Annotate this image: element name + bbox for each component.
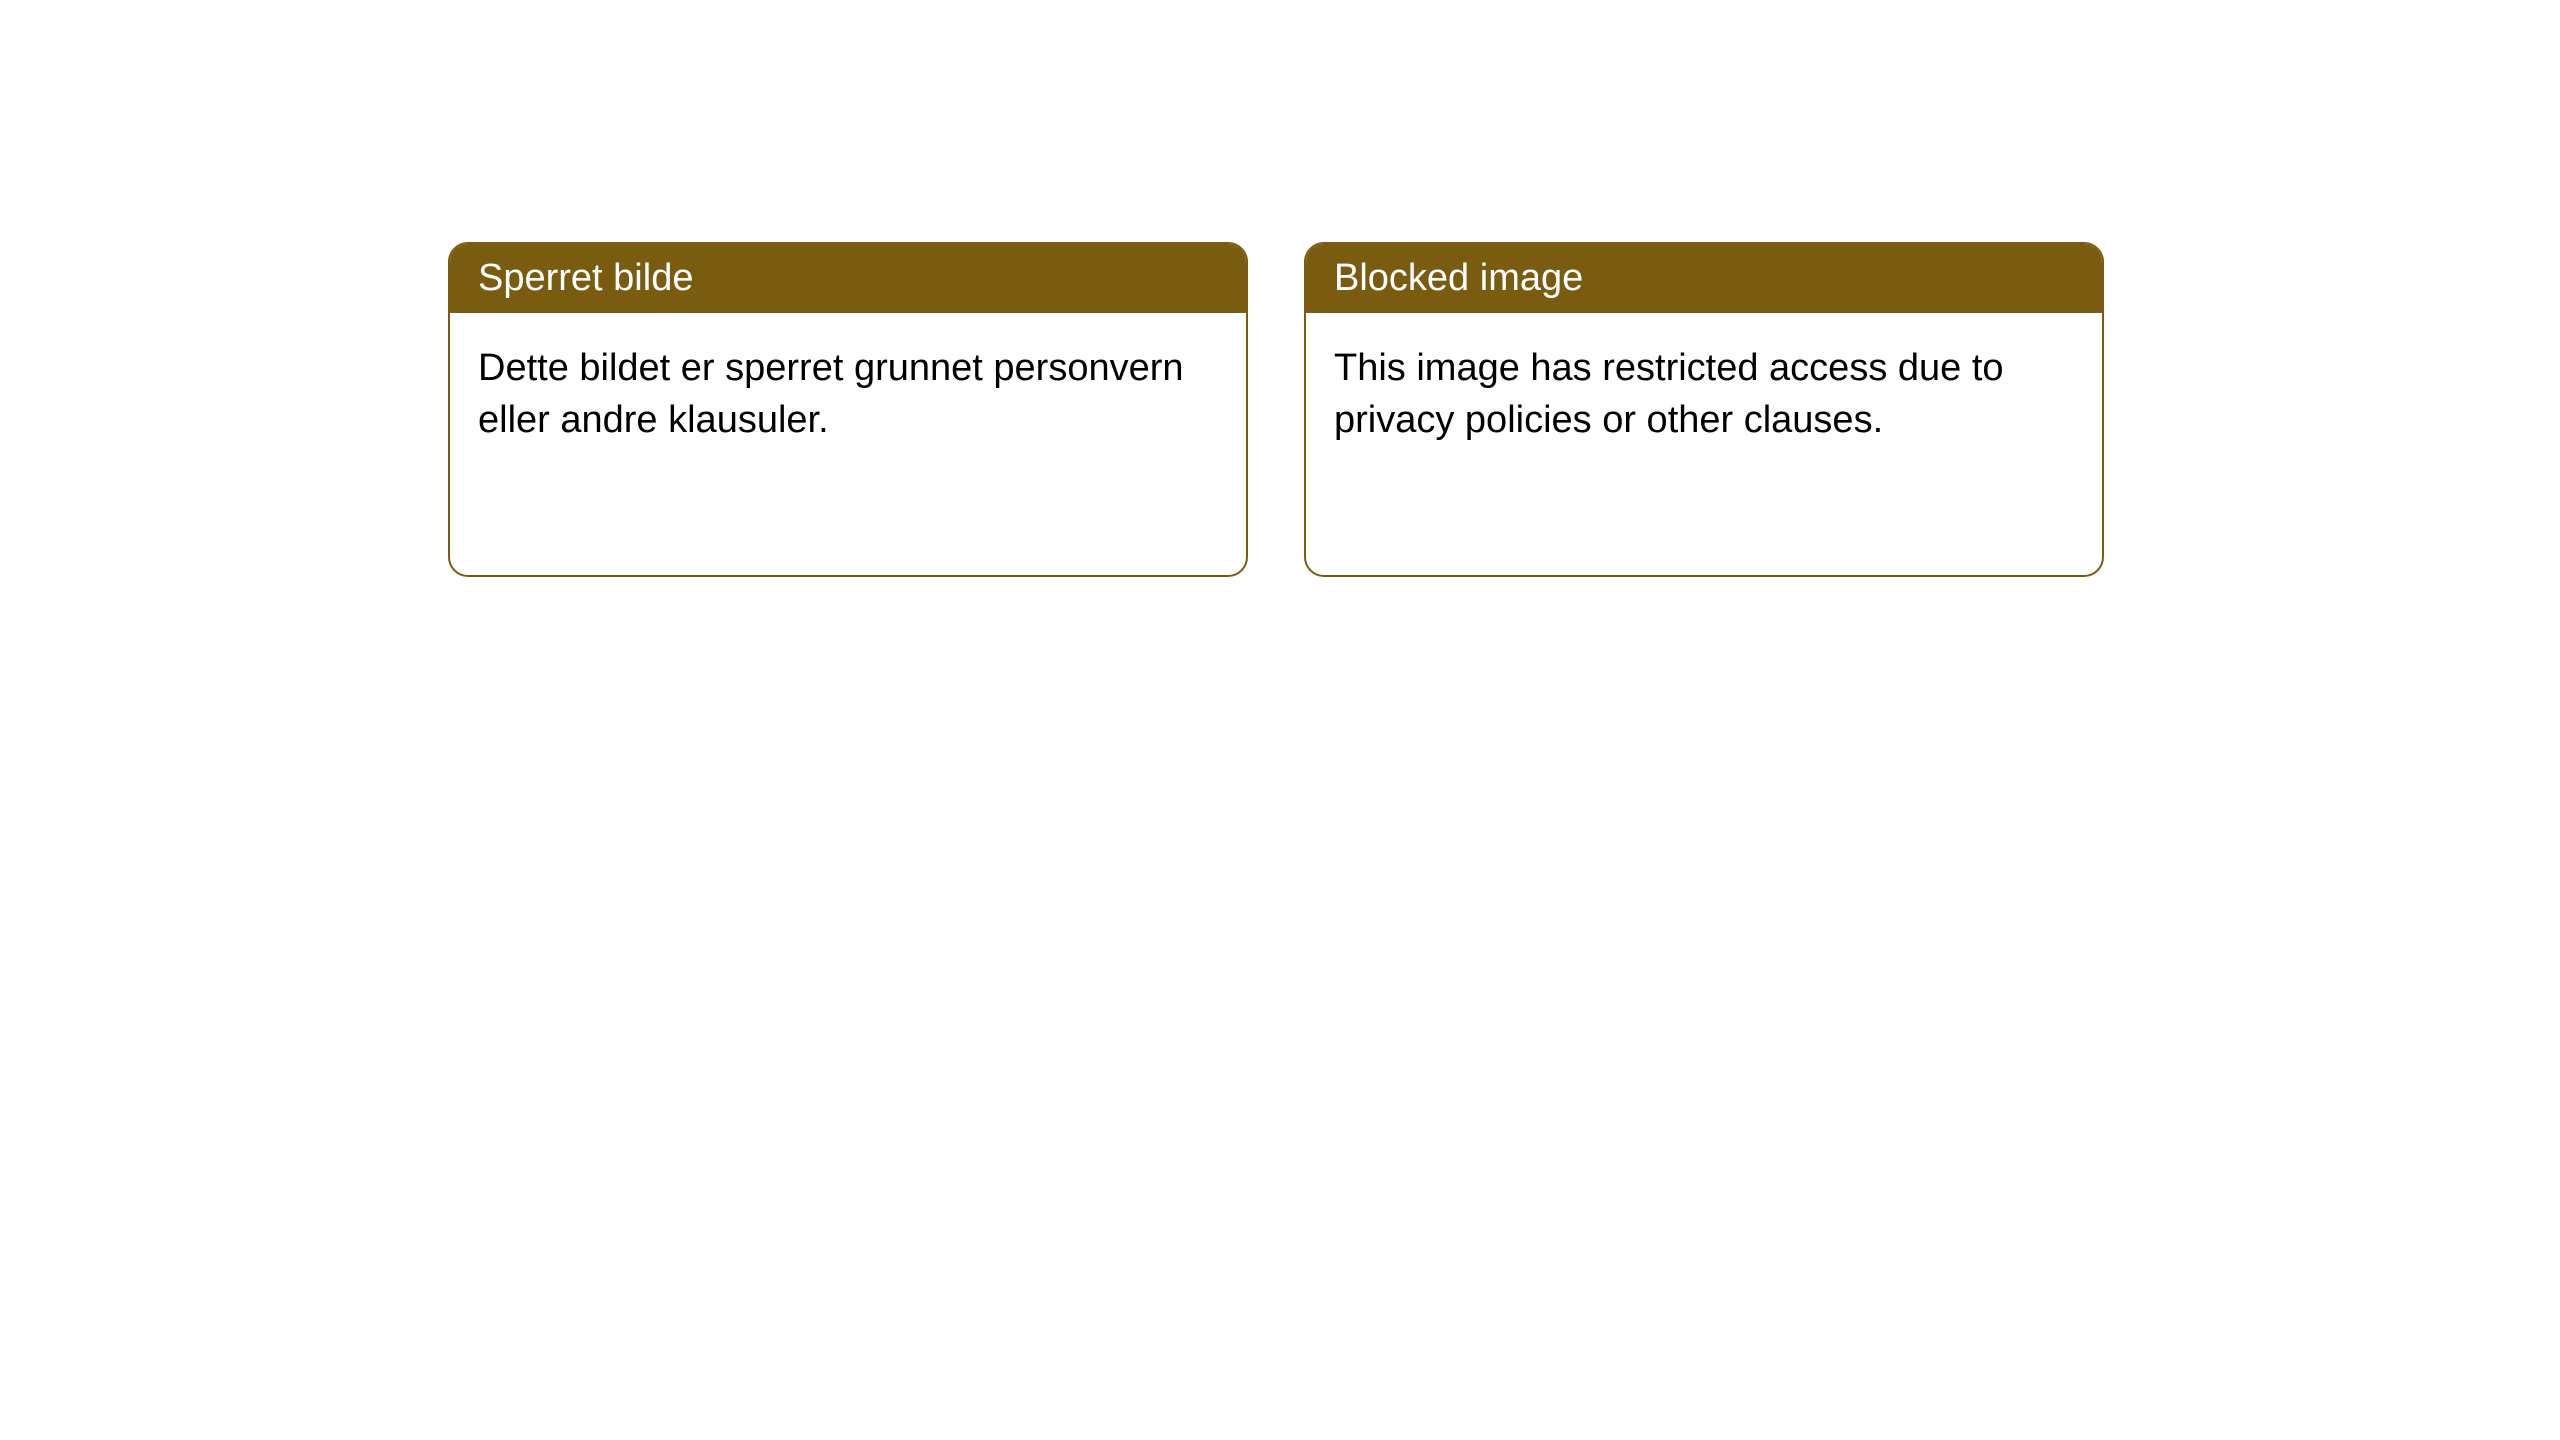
notice-title-norwegian: Sperret bilde <box>478 257 693 299</box>
notice-body-english: This image has restricted access due to … <box>1306 313 2102 476</box>
notice-header-english: Blocked image <box>1306 244 2102 313</box>
notice-title-english: Blocked image <box>1334 257 1583 299</box>
notice-header-norwegian: Sperret bilde <box>450 244 1246 313</box>
notice-container: Sperret bilde Dette bildet er sperret gr… <box>448 242 2104 577</box>
notice-box-norwegian: Sperret bilde Dette bildet er sperret gr… <box>448 242 1248 577</box>
notice-box-english: Blocked image This image has restricted … <box>1304 242 2104 577</box>
notice-body-norwegian: Dette bildet er sperret grunnet personve… <box>450 313 1246 476</box>
notice-text-english: This image has restricted access due to … <box>1334 347 2004 440</box>
notice-text-norwegian: Dette bildet er sperret grunnet personve… <box>478 347 1184 440</box>
